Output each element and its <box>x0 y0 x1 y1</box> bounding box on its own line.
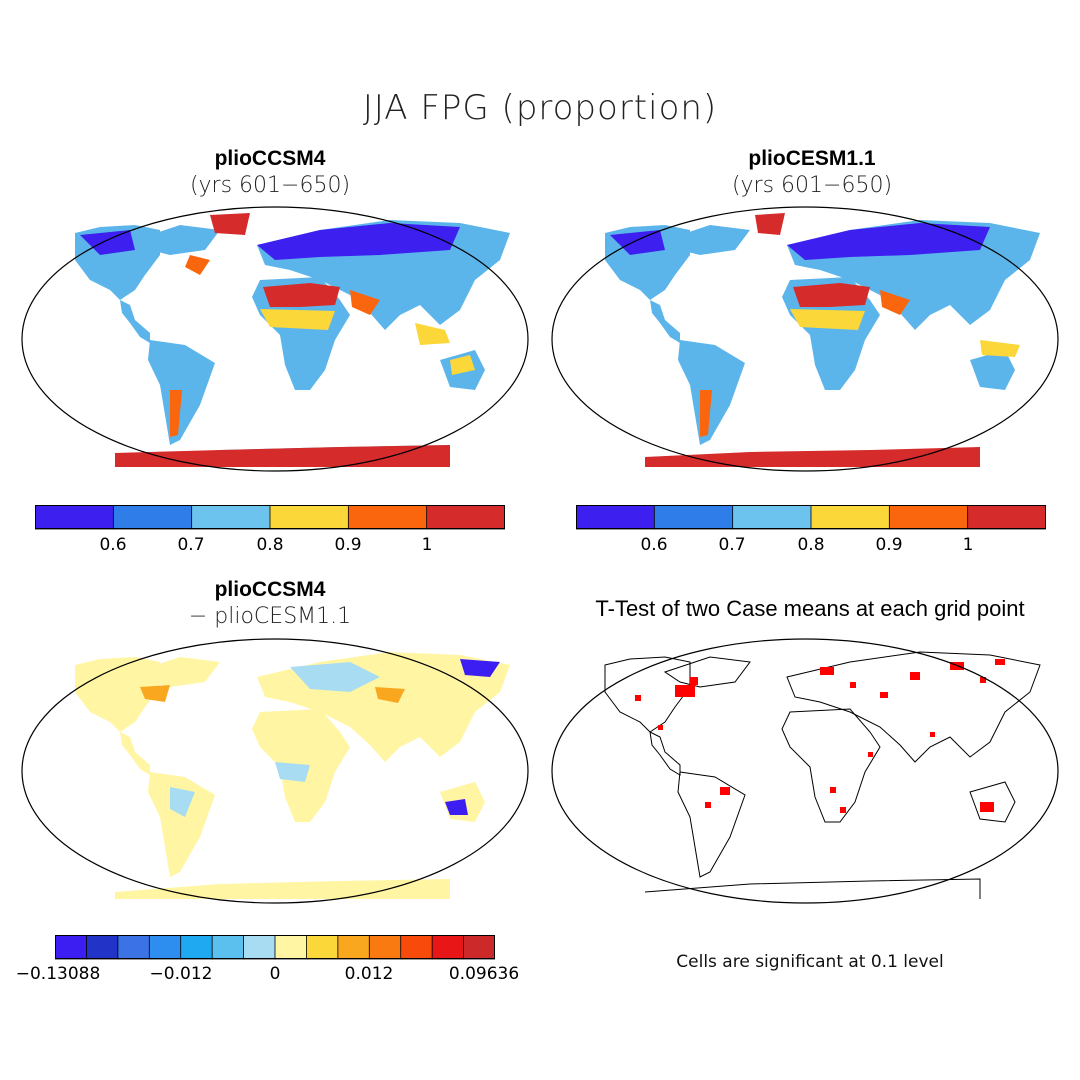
colorbar-swatch <box>426 505 505 530</box>
colorbar-swatch <box>810 505 891 530</box>
colorbar-swatch <box>117 935 151 960</box>
footnote: Cells are significant at 0.1 level <box>676 952 944 972</box>
colorbar2-label: 0.8 <box>797 535 825 555</box>
map-panel-ttest <box>551 638 1059 904</box>
panel3-subtitle: − plioCESM1.1 <box>188 604 352 629</box>
colorbar3-label: 0 <box>269 964 281 984</box>
colorbar-panel2 <box>576 505 1046 530</box>
colorbar-swatch <box>888 505 969 530</box>
colorbar-swatch <box>967 505 1046 530</box>
colorbar-swatch <box>368 935 402 960</box>
colorbar3-label: −0.012 <box>149 964 213 984</box>
map-frame <box>21 206 529 472</box>
colorbar3-label: 0.09636 <box>448 964 520 984</box>
panel2-title: plioCESM1.1 <box>748 147 876 170</box>
colorbar-swatch <box>191 505 271 530</box>
map-panel-cesm <box>551 206 1059 472</box>
colorbar-swatch <box>274 935 308 960</box>
main-title: JJA FPG (proportion) <box>362 88 718 128</box>
colorbar-swatch <box>35 505 115 530</box>
panel1-subtitle: (yrs 601−650) <box>189 173 351 198</box>
colorbar1-label: 0.9 <box>334 535 362 555</box>
colorbar-swatch <box>337 935 371 960</box>
colorbar1-label: 0.6 <box>99 535 127 555</box>
colorbar-swatch <box>306 935 339 960</box>
colorbar-swatch <box>347 505 428 530</box>
colorbar-swatch <box>211 935 245 960</box>
significance-cells <box>635 659 1005 813</box>
colorbar-swatch <box>269 505 350 530</box>
map-fill <box>605 213 1040 467</box>
panel2-subtitle: (yrs 601−650) <box>731 173 893 198</box>
map-frame <box>551 638 1059 904</box>
colorbar-difference <box>55 935 495 960</box>
colorbar1-label: 0.8 <box>256 535 284 555</box>
colorbar-swatch <box>148 935 182 960</box>
panel3-title: plioCCSM4 <box>214 578 326 601</box>
map-frame <box>551 206 1059 472</box>
colorbar3-label: −0.13088 <box>15 964 101 984</box>
colorbar-swatch <box>431 935 465 960</box>
colorbar-swatch <box>400 935 434 960</box>
colorbar-swatch <box>112 505 193 530</box>
colorbar-swatch <box>243 935 276 960</box>
colorbar2-label: 0.6 <box>640 535 668 555</box>
map-panel-difference <box>21 638 529 904</box>
colorbar-panel1 <box>35 505 505 530</box>
colorbar-swatch <box>576 505 656 530</box>
colorbar-swatch <box>180 935 214 960</box>
map-frame <box>21 638 529 904</box>
colorbar2-label: 0.9 <box>875 535 903 555</box>
map-coastlines <box>604 651 1041 899</box>
colorbar2-label: 0.7 <box>718 535 746 555</box>
colorbar1-label: 1 <box>421 535 433 555</box>
colorbar-swatch <box>653 505 734 530</box>
map-fill <box>75 652 510 899</box>
colorbar-swatch <box>55 935 88 960</box>
colorbar-swatch <box>732 505 812 530</box>
map-panel-ccsm4 <box>21 206 529 472</box>
colorbar1-label: 0.7 <box>177 535 205 555</box>
colorbar3-label: 0.012 <box>344 964 394 984</box>
colorbar2-label: 1 <box>962 535 974 555</box>
colorbar-swatch <box>86 935 119 960</box>
colorbar-swatch <box>463 935 495 960</box>
map-fill <box>75 213 510 467</box>
panel1-title: plioCCSM4 <box>214 147 326 170</box>
panel4-title: T-Test of two Case means at each grid po… <box>595 596 1025 621</box>
